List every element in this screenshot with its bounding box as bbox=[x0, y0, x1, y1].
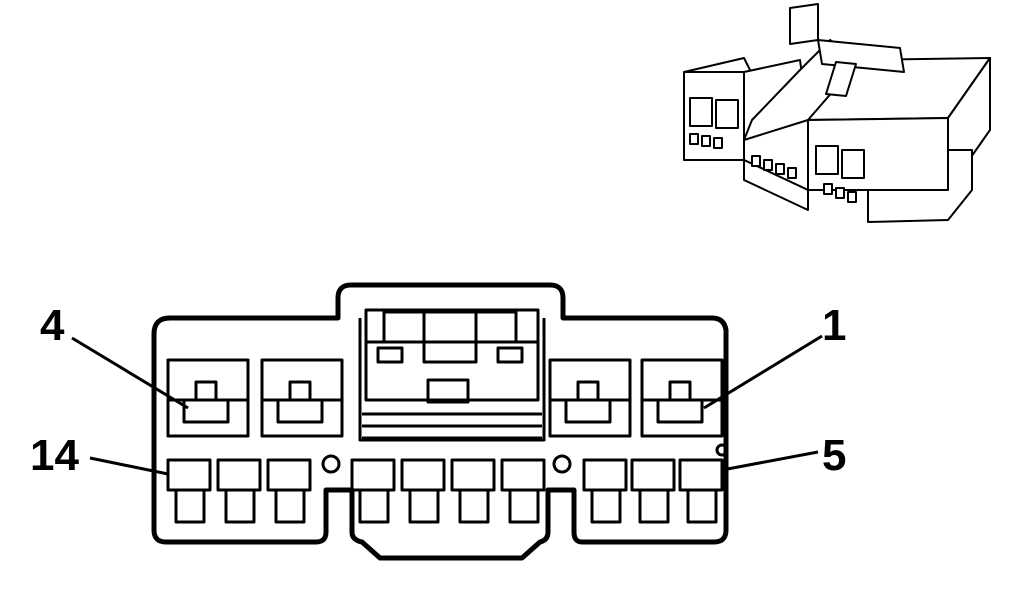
connector-isometric-view bbox=[683, 3, 991, 223]
cavity-small bbox=[400, 458, 446, 524]
connector-face-view bbox=[151, 282, 729, 561]
cavity-large bbox=[166, 358, 250, 438]
large-cavity-row bbox=[166, 358, 724, 438]
cavity-small bbox=[630, 458, 676, 524]
connector-shell bbox=[151, 282, 729, 561]
leader-pin-5 bbox=[721, 450, 819, 472]
leader-pin-1 bbox=[703, 334, 823, 410]
cavity-small bbox=[582, 458, 628, 524]
cavity-small bbox=[216, 458, 262, 524]
polarization-hole bbox=[552, 454, 572, 474]
callout-pin-4: 4 bbox=[40, 301, 65, 350]
cavity-large bbox=[640, 358, 724, 438]
cavity-small bbox=[500, 458, 546, 524]
cavity-large bbox=[548, 358, 632, 438]
callout-pin-1: 1 bbox=[822, 301, 846, 350]
callout-pin-5: 5 bbox=[822, 431, 846, 480]
polarization-hole bbox=[321, 454, 341, 474]
leader-pin-14 bbox=[89, 456, 169, 476]
cavity-small bbox=[266, 458, 312, 524]
callout-pin-14: 14 bbox=[30, 431, 79, 480]
cavity-small bbox=[166, 458, 212, 524]
leader-lines bbox=[71, 334, 823, 476]
cavity-small bbox=[450, 458, 496, 524]
cavity-small bbox=[678, 458, 724, 524]
cavity-small bbox=[350, 458, 396, 524]
small-cavity-row bbox=[166, 454, 724, 524]
cavity-large bbox=[260, 358, 344, 438]
leader-pin-4 bbox=[71, 336, 189, 410]
